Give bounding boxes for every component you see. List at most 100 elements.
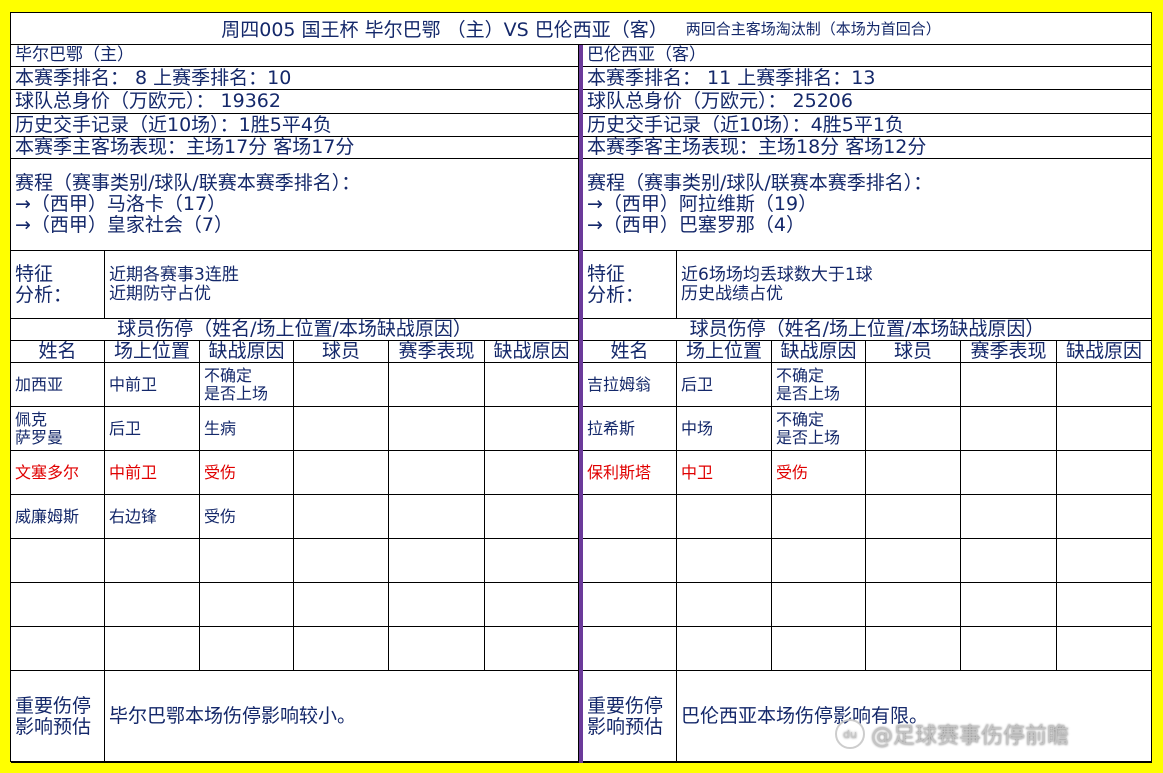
- empty-cell: [294, 627, 389, 671]
- injury-player-name: 文塞多尔: [11, 451, 105, 495]
- match-title-main: 周四005 国王杯 毕尔巴鄂 （主）VS 巴伦西亚（客）: [221, 19, 668, 41]
- home-team-panel: 毕尔巴鄂（主） 本赛季排名： 8 上赛季排名：10 球队总身价（万欧元）： 1936…: [11, 45, 579, 763]
- impact-label: 重要伤停 影响预估: [11, 671, 105, 763]
- season-rank: 本赛季排名： 8 上赛季排名：10: [11, 67, 579, 90]
- injury-player-name: 佩克 萨罗曼: [11, 407, 105, 451]
- empty-cell: [485, 495, 579, 539]
- match-sheet: 周四005 国王杯 毕尔巴鄂 （主）VS 巴伦西亚（客） 两回合主客场淘汰制（本…: [10, 12, 1152, 763]
- empty-cell: [485, 627, 579, 671]
- injury-player-name: 加西亚: [11, 363, 105, 407]
- empty-cell: [389, 495, 485, 539]
- column-header: 缺战原因: [200, 341, 294, 363]
- column-header: 场上位置: [677, 341, 772, 363]
- match-title: 周四005 国王杯 毕尔巴鄂 （主）VS 巴伦西亚（客） 两回合主客场淘汰制（本…: [11, 13, 1151, 45]
- empty-cell: [961, 407, 1057, 451]
- injury-reason: 不确定 是否上场: [200, 363, 294, 407]
- injury-player-name: [583, 583, 677, 627]
- injury-position: 中前卫: [105, 451, 200, 495]
- empty-cell: [389, 451, 485, 495]
- injury-position: [105, 583, 200, 627]
- team-divider: [579, 45, 583, 763]
- empty-cell: [961, 451, 1057, 495]
- empty-cell: [485, 363, 579, 407]
- injury-player-name: 威廉姆斯: [11, 495, 105, 539]
- watermark: du @足球赛事伤停前瞻: [835, 718, 1069, 750]
- injury-player-name: 吉拉姆翁: [583, 363, 677, 407]
- empty-cell: [961, 539, 1057, 583]
- empty-cell: [389, 627, 485, 671]
- injury-reason: [200, 583, 294, 627]
- injury-player-name: [11, 583, 105, 627]
- injury-player-name: [583, 627, 677, 671]
- injury-player-name: [583, 495, 677, 539]
- injury-position: 右边锋: [105, 495, 200, 539]
- watermark-text: @足球赛事伤停前瞻: [871, 724, 1070, 749]
- impact-label: 重要伤停 影响预估: [583, 671, 677, 763]
- empty-cell: [1057, 363, 1152, 407]
- injury-position: [677, 495, 772, 539]
- team-name: 巴伦西亚（客）: [583, 45, 1152, 67]
- features-analysis: 近期各赛事3连胜 近期防守占优: [105, 251, 579, 319]
- empty-cell: [961, 583, 1057, 627]
- home-away-performance: 本赛季客主场表现：主场18分 客场12分: [583, 137, 1152, 159]
- injury-reason: 受伤: [772, 451, 866, 495]
- injury-player-name: 保利斯塔: [583, 451, 677, 495]
- injury-player-name: [583, 539, 677, 583]
- injury-position: 中卫: [677, 451, 772, 495]
- empty-cell: [389, 363, 485, 407]
- injury-position: [105, 539, 200, 583]
- injury-player-name: [11, 627, 105, 671]
- empty-cell: [294, 363, 389, 407]
- injury-position: [677, 583, 772, 627]
- injury-reason: [200, 539, 294, 583]
- empty-cell: [294, 583, 389, 627]
- injury-position: 后卫: [105, 407, 200, 451]
- column-header: 赛季表现: [389, 341, 485, 363]
- features-label: 特征 分析：: [11, 251, 105, 319]
- injury-position: [677, 539, 772, 583]
- empty-cell: [866, 363, 961, 407]
- empty-cell: [1057, 627, 1152, 671]
- match-format: 两回合主客场淘汰制（本场为首回合）: [685, 20, 941, 38]
- impact-summary: 毕尔巴鄂本场伤停影响较小。: [105, 671, 579, 763]
- away-team-panel: 巴伦西亚（客） 本赛季排名： 11 上赛季排名：13 球队总身价（万欧元）： 252…: [583, 45, 1152, 763]
- column-header: 姓名: [11, 341, 105, 363]
- paw-logo-icon: du: [835, 719, 865, 749]
- empty-cell: [485, 451, 579, 495]
- season-rank: 本赛季排名： 11 上赛季排名：13: [583, 67, 1152, 90]
- empty-cell: [485, 407, 579, 451]
- injury-reason: 不确定 是否上场: [772, 407, 866, 451]
- features-analysis: 近6场场均丢球数大于1球 历史战绩占优: [677, 251, 1152, 319]
- team-value: 球队总身价（万欧元）： 25206: [583, 90, 1152, 114]
- features-label: 特征 分析：: [583, 251, 677, 319]
- impact-summary: 巴伦西亚本场伤停影响有限。: [677, 671, 1152, 763]
- column-header: 缺战原因: [485, 341, 579, 363]
- empty-cell: [294, 495, 389, 539]
- empty-cell: [866, 539, 961, 583]
- empty-cell: [389, 583, 485, 627]
- empty-cell: [866, 627, 961, 671]
- empty-cell: [961, 363, 1057, 407]
- empty-cell: [389, 539, 485, 583]
- injury-section-title: 球员伤停（姓名/场上位置/本场缺战原因）: [583, 319, 1152, 341]
- empty-cell: [1057, 451, 1152, 495]
- empty-cell: [1057, 407, 1152, 451]
- empty-cell: [961, 495, 1057, 539]
- injury-player-name: [11, 539, 105, 583]
- home-away-performance: 本赛季主客场表现：主场17分 客场17分: [11, 137, 579, 159]
- empty-cell: [294, 451, 389, 495]
- head-to-head-record: 历史交手记录（近10场）：4胜5平1负: [583, 114, 1152, 137]
- column-header: 球员: [294, 341, 389, 363]
- head-to-head-record: 历史交手记录（近10场）：1胜5平4负: [11, 114, 579, 137]
- empty-cell: [389, 407, 485, 451]
- injury-reason: 受伤: [200, 451, 294, 495]
- injury-position: 中前卫: [105, 363, 200, 407]
- injury-reason: 生病: [200, 407, 294, 451]
- empty-cell: [866, 451, 961, 495]
- injury-position: 后卫: [677, 363, 772, 407]
- schedule: 赛程（赛事类别/球队/联赛本赛季排名）： →（西甲）马洛卡（17） →（西甲）皇…: [11, 159, 579, 251]
- empty-cell: [961, 627, 1057, 671]
- team-name: 毕尔巴鄂（主）: [11, 45, 579, 67]
- empty-cell: [1057, 495, 1152, 539]
- empty-cell: [866, 495, 961, 539]
